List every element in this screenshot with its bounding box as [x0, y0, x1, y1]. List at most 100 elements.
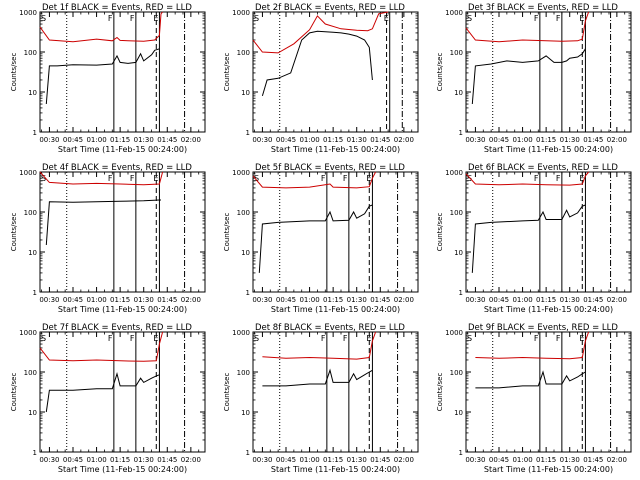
marker-label: F	[130, 14, 135, 23]
marker-label: F	[321, 174, 326, 183]
start-marker-label: S	[41, 14, 46, 23]
marker-label: F	[556, 14, 561, 23]
y-axis-label: Counts/sec	[10, 213, 18, 252]
start-marker-label: S	[467, 14, 472, 23]
marker-label: F	[534, 14, 539, 23]
plot-frame	[465, 11, 632, 133]
marker-label: E	[579, 334, 584, 343]
series-line	[252, 171, 377, 189]
x-tick-label: 01:30	[134, 456, 154, 464]
detector-panel: Det 5f BLACK = Events, RED = LLD 1 10 100 10…	[223, 163, 419, 314]
x-tick-label: 02:00	[394, 456, 414, 464]
series-line	[258, 204, 373, 273]
x-tick-label: 01:00	[86, 456, 106, 464]
x-tick-label: 01:15	[536, 136, 556, 144]
x-tick-label: 01:00	[299, 136, 319, 144]
marker-label: E	[384, 14, 389, 23]
series-line	[262, 368, 373, 387]
series-line	[39, 11, 163, 43]
x-tick-label: 00:30	[39, 296, 59, 304]
x-tick-label: 01:00	[512, 136, 532, 144]
x-tick-label: 00:45	[489, 456, 509, 464]
y-tick-label: 1	[246, 129, 250, 137]
panel-title: Det 5f BLACK = Events, RED = LLD	[255, 163, 405, 173]
x-tick-label: 00:30	[39, 456, 59, 464]
y-tick-label: 10	[28, 409, 37, 417]
x-tick-label: 02:00	[181, 296, 201, 304]
start-marker-label: S	[41, 334, 46, 343]
x-tick-label: 01:45	[583, 136, 603, 144]
x-tick-label: 01:00	[86, 296, 106, 304]
detector-panel: Det 4f BLACK = Events, RED = LLD 1 10 100 10…	[10, 163, 206, 314]
detector-panel: Det 7f BLACK = Events, RED = LLD 1 10 100 10…	[10, 323, 206, 474]
series-line	[45, 371, 160, 413]
x-tick-label: 01:30	[560, 136, 580, 144]
series-line	[475, 370, 586, 389]
y-axis-label: Counts/sec	[10, 53, 18, 92]
y-tick-label: 100	[24, 209, 37, 217]
marker-label: F	[343, 174, 348, 183]
panel-title: Det 6f BLACK = Events, RED = LLD	[468, 163, 618, 173]
x-axis-label: Start Time (11-Feb-15 00:24:00)	[58, 465, 187, 474]
x-tick-label: 01:15	[323, 296, 343, 304]
x-tick-label: 00:45	[276, 136, 296, 144]
x-tick-label: 01:15	[323, 136, 343, 144]
x-tick-label: 01:00	[512, 296, 532, 304]
y-tick-label: 1000	[232, 329, 250, 337]
series-line	[465, 11, 590, 43]
marker-label: F	[343, 334, 348, 343]
x-axis-label: Start Time (11-Feb-15 00:24:00)	[58, 145, 187, 154]
y-tick-label: 100	[237, 209, 250, 217]
plot-frame	[465, 171, 632, 293]
y-axis-label: Counts/sec	[223, 53, 231, 92]
x-axis-label: Start Time (11-Feb-15 00:24:00)	[58, 305, 187, 314]
y-tick-label: 1000	[19, 329, 37, 337]
x-tick-label: 00:30	[465, 296, 485, 304]
detector-panel: Det 6f BLACK = Events, RED = LLD 1 10 100 10…	[436, 163, 632, 314]
marker-label: E	[579, 174, 584, 183]
x-tick-label: 01:45	[370, 296, 390, 304]
x-tick-label: 00:45	[489, 296, 509, 304]
series-line	[471, 48, 586, 105]
start-marker-label: S	[41, 174, 46, 183]
marker-label: E	[153, 14, 158, 23]
plot-frame	[39, 331, 206, 453]
start-marker-label: S	[467, 174, 472, 183]
x-tick-label: 01:30	[560, 456, 580, 464]
x-tick-label: 00:45	[63, 456, 83, 464]
marker-label: F	[556, 334, 561, 343]
plot-frame	[465, 331, 632, 453]
detector-panel: Det 3f BLACK = Events, RED = LLD 1 10 100 10…	[436, 3, 632, 154]
y-tick-label: 10	[241, 409, 250, 417]
y-tick-label: 1	[33, 449, 37, 457]
x-tick-label: 01:15	[536, 456, 556, 464]
detector-panel: Det 9f BLACK = Events, RED = LLD 1 10 100 10…	[436, 323, 632, 474]
panel-title: Det 7f BLACK = Events, RED = LLD	[42, 323, 192, 333]
y-tick-label: 1000	[445, 329, 463, 337]
y-tick-label: 10	[454, 249, 463, 257]
y-tick-label: 1	[459, 449, 463, 457]
y-tick-label: 10	[241, 89, 250, 97]
x-tick-label: 02:00	[394, 296, 414, 304]
y-tick-label: 1	[33, 289, 37, 297]
detector-panel: Det 1f BLACK = Events, RED = LLD 1 10 100 10…	[10, 3, 206, 154]
marker-label: F	[534, 174, 539, 183]
x-tick-label: 01:00	[512, 456, 532, 464]
x-axis-label: Start Time (11-Feb-15 00:24:00)	[271, 465, 400, 474]
y-axis-label: Counts/sec	[10, 373, 18, 412]
x-axis-label: Start Time (11-Feb-15 00:24:00)	[484, 305, 613, 314]
x-tick-label: 02:00	[607, 296, 627, 304]
y-tick-label: 100	[24, 49, 37, 57]
x-tick-label: 01:30	[134, 296, 154, 304]
x-tick-label: 02:00	[181, 456, 201, 464]
x-tick-label: 00:45	[63, 136, 83, 144]
plot-frame	[252, 171, 419, 293]
y-tick-label: 100	[24, 369, 37, 377]
marker-label: F	[130, 334, 135, 343]
x-tick-label: 01:15	[110, 456, 130, 464]
series-line	[39, 171, 164, 186]
x-tick-label: 00:45	[276, 296, 296, 304]
x-axis-label: Start Time (11-Feb-15 00:24:00)	[271, 145, 400, 154]
y-axis-label: Counts/sec	[436, 213, 444, 252]
x-tick-label: 00:30	[39, 136, 59, 144]
